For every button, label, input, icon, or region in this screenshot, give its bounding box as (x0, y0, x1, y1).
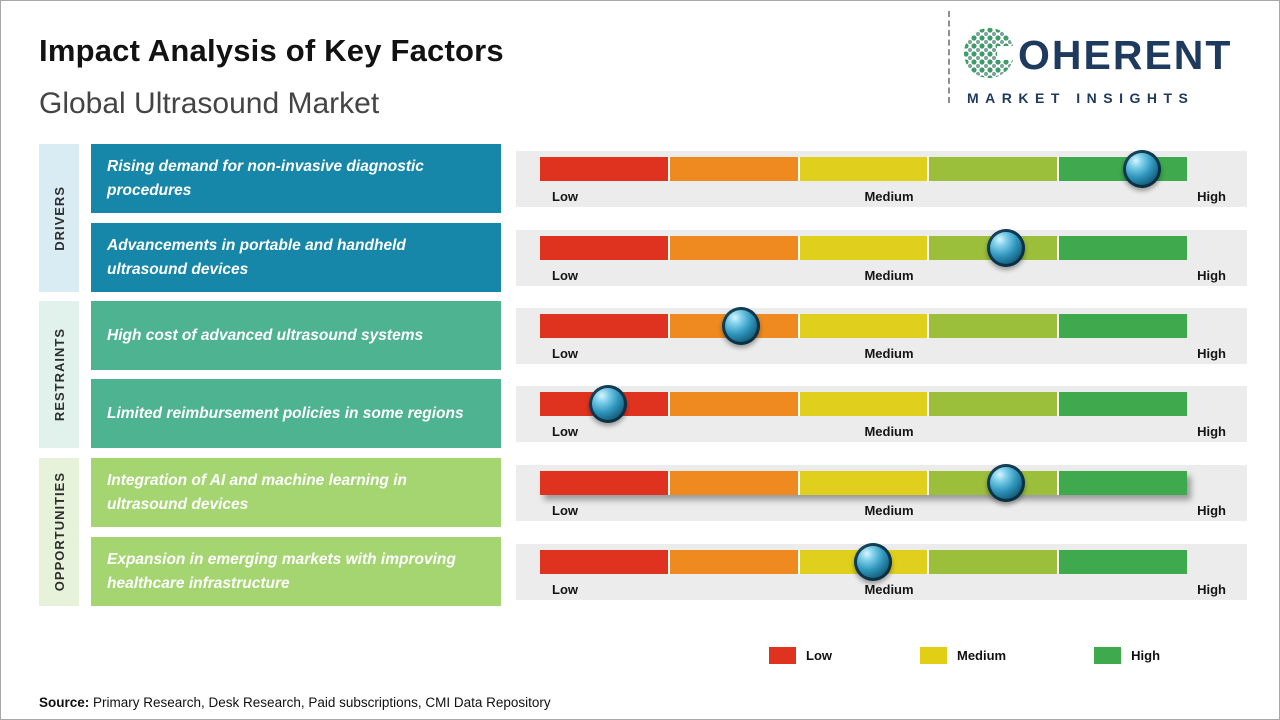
category-label: OPPORTUNITIES (51, 472, 67, 592)
segment-high (1059, 236, 1187, 260)
category-band-restraints: RESTRAINTS (39, 301, 79, 448)
category-label: DRIVERS (51, 185, 67, 251)
impact-bar (540, 157, 1187, 181)
factor-label: Advancements in portable and handheld ul… (91, 223, 501, 292)
scale-label-medium: Medium (864, 503, 914, 518)
impact-marker (1122, 150, 1161, 188)
legend-swatch-low (769, 647, 796, 664)
factor-label: High cost of advanced ultrasound systems (91, 301, 501, 370)
scale-label-low: Low (552, 189, 578, 204)
scale-label-medium: Medium (864, 424, 914, 439)
segment-mid-high (929, 157, 1058, 181)
impact-bar (540, 236, 1187, 260)
segment-low (540, 157, 668, 181)
source-text: Primary Research, Desk Research, Paid su… (89, 695, 551, 710)
impact-marker (588, 385, 627, 423)
legend-item-low: Low (769, 647, 832, 664)
impact-marker (854, 543, 893, 581)
impact-scale: Low Medium High (516, 150, 1247, 207)
scale-label-high: High (1197, 582, 1226, 597)
segment-low-mid (669, 157, 798, 181)
factor-row: High cost of advanced ultrasound systems… (91, 301, 1247, 370)
segment-medium (799, 157, 928, 181)
impact-scale: Low Medium High (516, 307, 1247, 364)
impact-scale: Low Medium High (516, 385, 1247, 442)
scale-label-low: Low (552, 503, 578, 518)
segment-medium (799, 314, 928, 338)
legend-label-medium: Medium (957, 648, 1007, 663)
brand-tagline: MARKET INSIGHTS (967, 90, 1195, 106)
scale-label-low: Low (552, 582, 578, 597)
coherent-dotted-globe-icon (963, 27, 1015, 84)
logo-divider (948, 11, 950, 103)
category-band-drivers: DRIVERS (39, 144, 79, 292)
impact-bar (540, 314, 1187, 338)
scale-label-high: High (1197, 189, 1226, 204)
segment-low (540, 471, 668, 495)
segment-low (540, 314, 668, 338)
scale-label-high: High (1197, 346, 1226, 361)
factor-row: Expansion in emerging markets with impro… (91, 537, 1247, 606)
impact-scale: Low Medium High (516, 464, 1247, 521)
source-label: Source: (39, 695, 90, 710)
impact-marker (986, 229, 1025, 267)
impact-scale: Low Medium High (516, 543, 1247, 600)
scale-label-medium: Medium (864, 268, 914, 283)
segment-high (1059, 550, 1187, 574)
segment-medium (799, 471, 928, 495)
impact-marker (986, 464, 1025, 502)
segment-low-mid (669, 392, 798, 416)
impact-bar (540, 392, 1187, 416)
legend-swatch-high (1094, 647, 1122, 664)
segment-medium (799, 236, 928, 260)
segment-mid-high (929, 314, 1058, 338)
scale-label-medium: Medium (864, 582, 914, 597)
factor-row: Integration of AI and machine learning i… (91, 458, 1247, 527)
impact-marker (721, 307, 760, 345)
factor-row: Advancements in portable and handheld ul… (91, 223, 1247, 292)
legend-label-low: Low (806, 648, 832, 663)
factor-row: Rising demand for non-invasive diagnosti… (91, 144, 1247, 213)
scale-label-low: Low (552, 346, 578, 361)
factor-label: Integration of AI and machine learning i… (91, 458, 501, 527)
scale-label-medium: Medium (864, 346, 914, 361)
brand-name: OHERENT (1018, 32, 1233, 78)
segment-low-mid (669, 471, 798, 495)
segment-mid-high (929, 550, 1058, 574)
impact-bar (540, 471, 1187, 495)
legend-swatch-medium (920, 647, 947, 664)
category-label: RESTRAINTS (51, 327, 67, 422)
scale-label-low: Low (552, 268, 578, 283)
factor-label: Rising demand for non-invasive diagnosti… (91, 144, 501, 213)
segment-high (1059, 471, 1187, 495)
coherent-logo: OHERENT MARKET INSIGHTS (963, 27, 1265, 106)
segment-high (1059, 314, 1187, 338)
legend-label-high: High (1131, 648, 1161, 663)
legend-item-medium: Medium (920, 647, 1006, 664)
category-band-opportunities: OPPORTUNITIES (39, 458, 79, 606)
impact-scale: Low Medium High (516, 229, 1247, 286)
segment-low (540, 236, 668, 260)
scale-label-high: High (1197, 503, 1226, 518)
segment-low-mid (669, 236, 798, 260)
scale-label-low: Low (552, 424, 578, 439)
legend: Low Medium High (769, 647, 1160, 664)
legend-item-high: High (1094, 647, 1160, 664)
factor-label: Expansion in emerging markets with impro… (91, 537, 501, 606)
scale-label-high: High (1197, 268, 1226, 283)
segment-high (1059, 392, 1187, 416)
segment-medium (799, 392, 928, 416)
source-line: Source: Primary Research, Desk Research,… (39, 695, 551, 710)
scale-label-medium: Medium (864, 189, 914, 204)
scale-label-high: High (1197, 424, 1226, 439)
factor-row: Limited reimbursement policies in some r… (91, 379, 1247, 448)
segment-low-mid (669, 550, 798, 574)
page-title: Impact Analysis of Key Factors (39, 33, 504, 68)
factor-label: Limited reimbursement policies in some r… (91, 379, 501, 448)
segment-mid-high (929, 392, 1058, 416)
segment-low (540, 550, 668, 574)
page-subtitle: Global Ultrasound Market (39, 87, 380, 120)
